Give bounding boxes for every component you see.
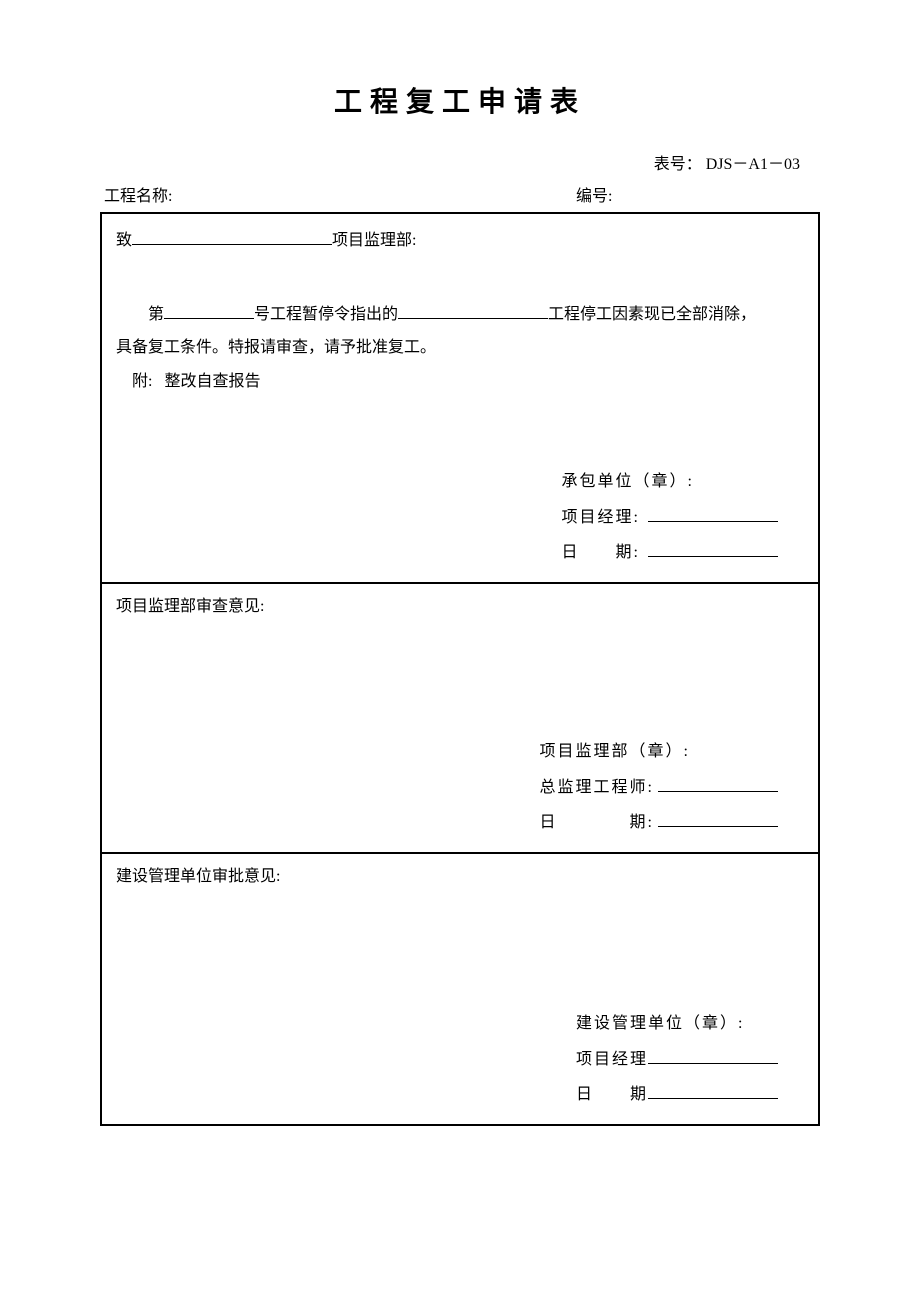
section-application: 致 项目监理部: 第 号工程暂停令指出的 工程停工因素现已全部消除， 具备复工条件。特…: [102, 214, 818, 584]
attach-label: 附:: [132, 373, 152, 390]
to-prefix: 致: [116, 232, 132, 249]
contractor-manager-blank[interactable]: [648, 506, 778, 522]
signature-block-construction: 建设管理单位（章）: 项目经理 日 期: [576, 1006, 778, 1112]
chief-supervisor-blank[interactable]: [658, 776, 778, 792]
contractor-date-label: 日 期:: [562, 535, 640, 570]
main-table: 致 项目监理部: 第 号工程暂停令指出的 工程停工因素现已全部消除， 具备复工条件。特…: [100, 212, 820, 1126]
construction-heading: 建设管理单位审批意见:: [116, 860, 804, 894]
contractor-role-label: 项目经理:: [562, 500, 640, 535]
to-suffix: 项目监理部:: [332, 232, 416, 249]
project-name-label: 工程名称:: [104, 188, 172, 205]
supervision-heading: 项目监理部审查意见:: [116, 590, 804, 624]
supervision-date-label: 日 期:: [540, 805, 654, 840]
project-blank[interactable]: [398, 303, 548, 319]
addressee-line: 致 项目监理部:: [116, 224, 804, 258]
construction-role-label: 项目经理: [576, 1042, 648, 1077]
body-line-1: 第 号工程暂停令指出的 工程停工因素现已全部消除，: [116, 298, 804, 332]
order-number-blank[interactable]: [164, 303, 254, 319]
contractor-org-label: 承包单位（章）:: [562, 464, 694, 499]
supervision-role-label: 总监理工程师:: [540, 770, 654, 805]
contractor-date-blank[interactable]: [648, 541, 778, 557]
form-title: 工程复工申请表: [100, 80, 820, 120]
to-blank[interactable]: [132, 229, 332, 245]
signature-block-supervision: 项目监理部（章）: 总监理工程师: 日 期:: [540, 734, 778, 840]
form-number-value: DJS－A1－03: [706, 156, 800, 173]
body-p2: 具备复工条件。特报请审查，请予批准复工。: [116, 339, 436, 356]
section-construction-mgmt: 建设管理单位审批意见: 建设管理单位（章）: 项目经理 日 期: [102, 854, 818, 1124]
form-number-row: 表号： DJS－A1－03: [100, 150, 820, 174]
signature-block-contractor: 承包单位（章）: 项目经理: 日 期:: [562, 464, 778, 570]
construction-date-blank[interactable]: [648, 1083, 778, 1099]
body-p1-c: 工程停工因素现已全部消除，: [548, 306, 756, 323]
attachment-line: 附: 整改自查报告: [116, 365, 804, 399]
body-p1-b: 号工程暂停令指出的: [254, 306, 398, 323]
construction-date-label: 日 期: [576, 1077, 648, 1112]
supervision-org-label: 项目监理部（章）:: [540, 734, 690, 769]
construction-org-label: 建设管理单位（章）:: [576, 1006, 744, 1041]
form-number-label: 表号：: [654, 156, 702, 173]
section-supervision: 项目监理部审查意见: 项目监理部（章）: 总监理工程师: 日 期:: [102, 584, 818, 854]
supervision-date-blank[interactable]: [658, 811, 778, 827]
body-p1-a: 第: [148, 306, 164, 323]
serial-label: 编号:: [576, 188, 612, 205]
header-labels: 工程名称: 编号:: [100, 182, 820, 206]
body-line-2: 具备复工条件。特报请审查，请予批准复工。: [116, 331, 804, 365]
attach-text: 整改自查报告: [164, 373, 260, 390]
construction-manager-blank[interactable]: [648, 1048, 778, 1064]
